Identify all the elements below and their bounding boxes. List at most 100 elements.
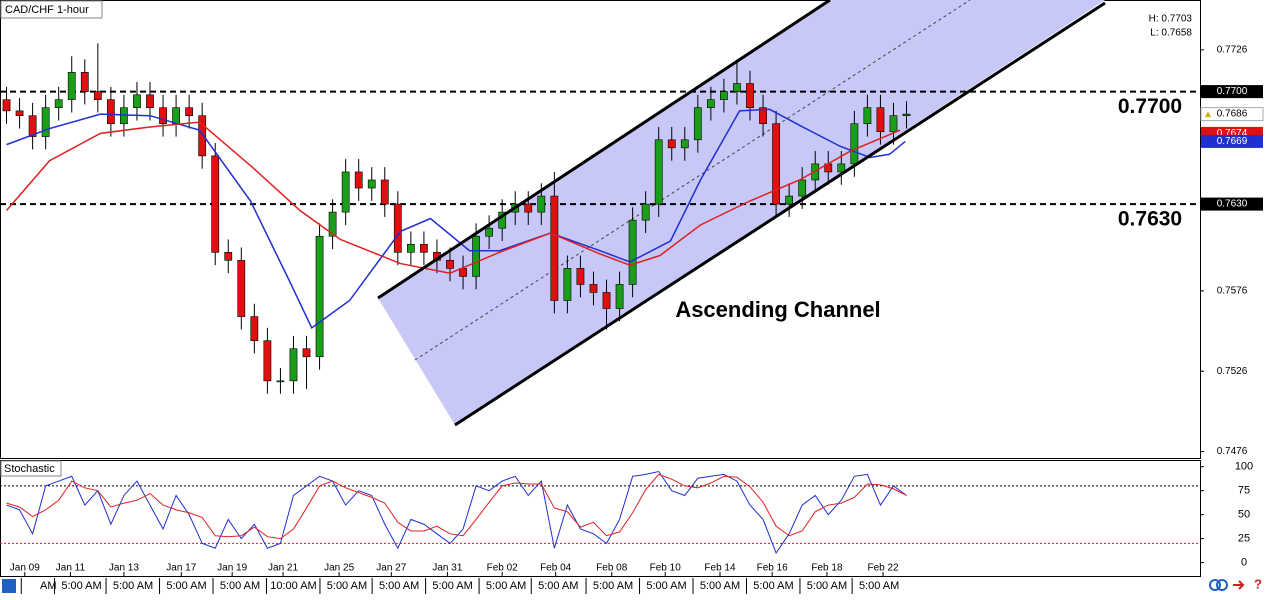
title-box xyxy=(0,0,103,19)
stochastic-panel xyxy=(0,460,1201,577)
x-tick-label: Jan 19 xyxy=(217,563,247,574)
y-tick-label: 0.7726 xyxy=(1217,44,1248,55)
candle-body xyxy=(198,115,207,157)
x-tick-label: Jan 25 xyxy=(324,563,354,574)
x-tick-label: Jan 31 xyxy=(432,563,462,574)
candle-body xyxy=(576,268,585,285)
price-tag xyxy=(1200,107,1264,122)
candle-body xyxy=(406,243,415,253)
candle-body xyxy=(680,139,689,149)
high-label: H: 0.7703 xyxy=(1149,14,1193,25)
stochastic-line xyxy=(6,473,907,540)
help-icon[interactable]: ? xyxy=(1254,576,1262,591)
y-tick-label: 75 xyxy=(1238,485,1250,497)
candle-body xyxy=(120,107,128,125)
candle-body xyxy=(876,107,885,133)
candle-body xyxy=(276,380,285,383)
time-tick-label: 5:00 AM xyxy=(166,580,206,592)
candle-body xyxy=(328,211,337,237)
x-tick-label: Feb 08 xyxy=(596,563,628,574)
bottom-icons: ? xyxy=(1209,576,1262,591)
stochastic-line xyxy=(6,470,907,555)
candle-body xyxy=(15,110,24,117)
arrow-icon[interactable] xyxy=(1233,580,1245,590)
candle-body xyxy=(289,348,298,382)
x-tick-label: Jan 17 xyxy=(166,563,196,574)
x-tick-label: Jan 09 xyxy=(10,563,40,574)
y-tick-label: 0.7526 xyxy=(1217,366,1248,377)
candle-body xyxy=(628,219,637,285)
channel-fill xyxy=(378,0,1105,425)
x-tick-label: Feb 16 xyxy=(757,563,789,574)
time-tick-label: 5:00 AM xyxy=(593,580,633,592)
candle-body xyxy=(720,91,728,100)
candle-body xyxy=(485,227,494,237)
candle-body xyxy=(315,235,324,358)
x-tick-label: Jan 13 xyxy=(109,563,139,574)
x-tick-label: Jan 11 xyxy=(56,563,86,574)
candle-body xyxy=(67,72,76,100)
y-tick-label: 100 xyxy=(1235,461,1253,473)
time-tick-label: 5:00 AM xyxy=(538,580,578,592)
candle-body xyxy=(185,107,194,117)
price-tag-marker xyxy=(1205,111,1211,118)
link-icon[interactable] xyxy=(1209,579,1221,591)
annotation: Ascending Channel xyxy=(675,297,880,322)
level-label: 0.7630 xyxy=(1118,208,1182,231)
candle-body xyxy=(380,179,389,205)
price-tag-label: 0.7630 xyxy=(1217,199,1248,210)
candle-body xyxy=(354,171,363,189)
candle-body xyxy=(785,195,794,205)
candle-body xyxy=(302,348,311,358)
price-tag-label: 0.7669 xyxy=(1217,136,1248,147)
channel-midline xyxy=(414,0,971,361)
candle-body xyxy=(54,99,63,108)
candle-body xyxy=(459,268,467,277)
stochastic-title-box xyxy=(0,460,62,477)
y-tick-label: 0.7576 xyxy=(1217,286,1248,297)
time-tick-label: 5:00 AM xyxy=(859,580,899,592)
price-tag-label: 0.7700 xyxy=(1217,86,1248,97)
time-tick-label: 5:00 AM xyxy=(700,580,740,592)
y-tick-label: 0.7476 xyxy=(1217,446,1248,457)
time-tick-label: 5:00 AM xyxy=(113,580,153,592)
time-tick-label: 5:00 AM xyxy=(327,580,367,592)
candle-body xyxy=(28,115,37,137)
candle-body xyxy=(641,203,650,221)
candle-body xyxy=(602,292,611,309)
x-tick-label: Feb 02 xyxy=(487,563,519,574)
low-label: L: 0.7658 xyxy=(1150,28,1192,39)
link-icon-2 xyxy=(1216,579,1228,591)
price-tag xyxy=(1201,197,1263,211)
candle-body xyxy=(224,252,233,261)
time-tick-label: AM xyxy=(40,580,57,592)
candle-body xyxy=(798,179,807,197)
candle-body xyxy=(159,107,167,125)
time-tick-label: 5:00 AM xyxy=(220,580,260,592)
candle-body xyxy=(615,284,624,309)
candle-body xyxy=(850,123,859,165)
stochastic-title: Stochastic xyxy=(4,463,55,475)
candle-body xyxy=(524,203,533,213)
level-label: 0.7700 xyxy=(1118,95,1182,118)
candle-body xyxy=(250,316,259,341)
price-tag xyxy=(1201,85,1263,99)
time-tick-label: 5:00 AM xyxy=(807,580,847,592)
candle-body xyxy=(589,284,598,293)
candle-body xyxy=(41,107,50,137)
candle-body xyxy=(80,72,89,92)
x-tick-label: Feb 14 xyxy=(704,563,736,574)
time-tick-label: 5:00 AM xyxy=(61,580,101,592)
price-tag-label: 0.7674 xyxy=(1217,128,1248,139)
x-tick-label: Jan 21 xyxy=(268,563,298,574)
menu-icon[interactable] xyxy=(2,579,16,593)
candle-body xyxy=(550,195,559,301)
candle-body xyxy=(733,83,741,92)
candle-body xyxy=(93,91,102,100)
time-tick-label: 5:00 AM xyxy=(646,580,686,592)
y-tick-label: 0 xyxy=(1241,556,1247,568)
time-tick-label: 10:00 AM xyxy=(270,580,316,592)
x-tick-label: Feb 04 xyxy=(540,563,572,574)
candle-body xyxy=(863,107,872,125)
